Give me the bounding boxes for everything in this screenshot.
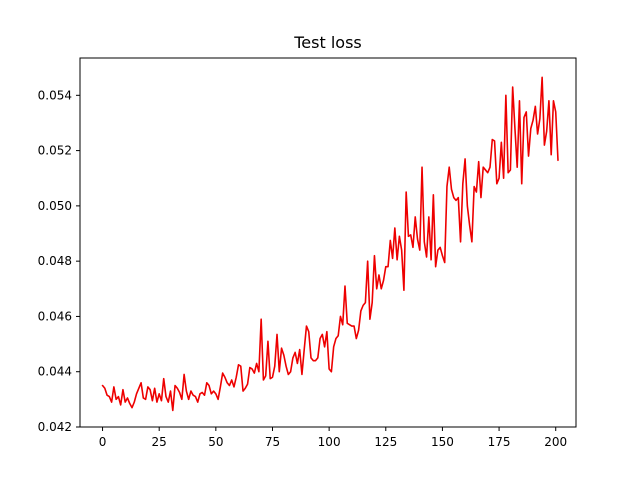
y-tick-label: 0.050 [38,199,72,213]
x-tick-label: 125 [374,435,397,449]
plot-frame [79,57,577,428]
ticks-layer: 0 25 50 75 100 125 150 175 200 0.042 0.044 0.046 0.0… [38,88,568,449]
x-tick-label: 0 [99,435,107,449]
x-tick-label: 75 [265,435,280,449]
series-layer [101,76,559,412]
y-tick-label: 0.052 [38,144,72,158]
y-tick-label: 0.042 [38,420,72,434]
y-tick-label: 0.054 [38,88,72,102]
x-tick-label: 100 [318,435,341,449]
x-tick-label: 150 [431,435,454,449]
y-tick-label: 0.046 [38,309,72,323]
y-tick-label: 0.044 [38,365,72,379]
x-tick-label: 25 [152,435,167,449]
y-tick-label: 0.048 [38,254,72,268]
chart-title: Test loss [293,33,362,52]
series-line-0 [101,76,559,412]
x-tick-label: 200 [544,435,567,449]
x-tick-label: 50 [208,435,223,449]
x-tick-label: 175 [488,435,511,449]
